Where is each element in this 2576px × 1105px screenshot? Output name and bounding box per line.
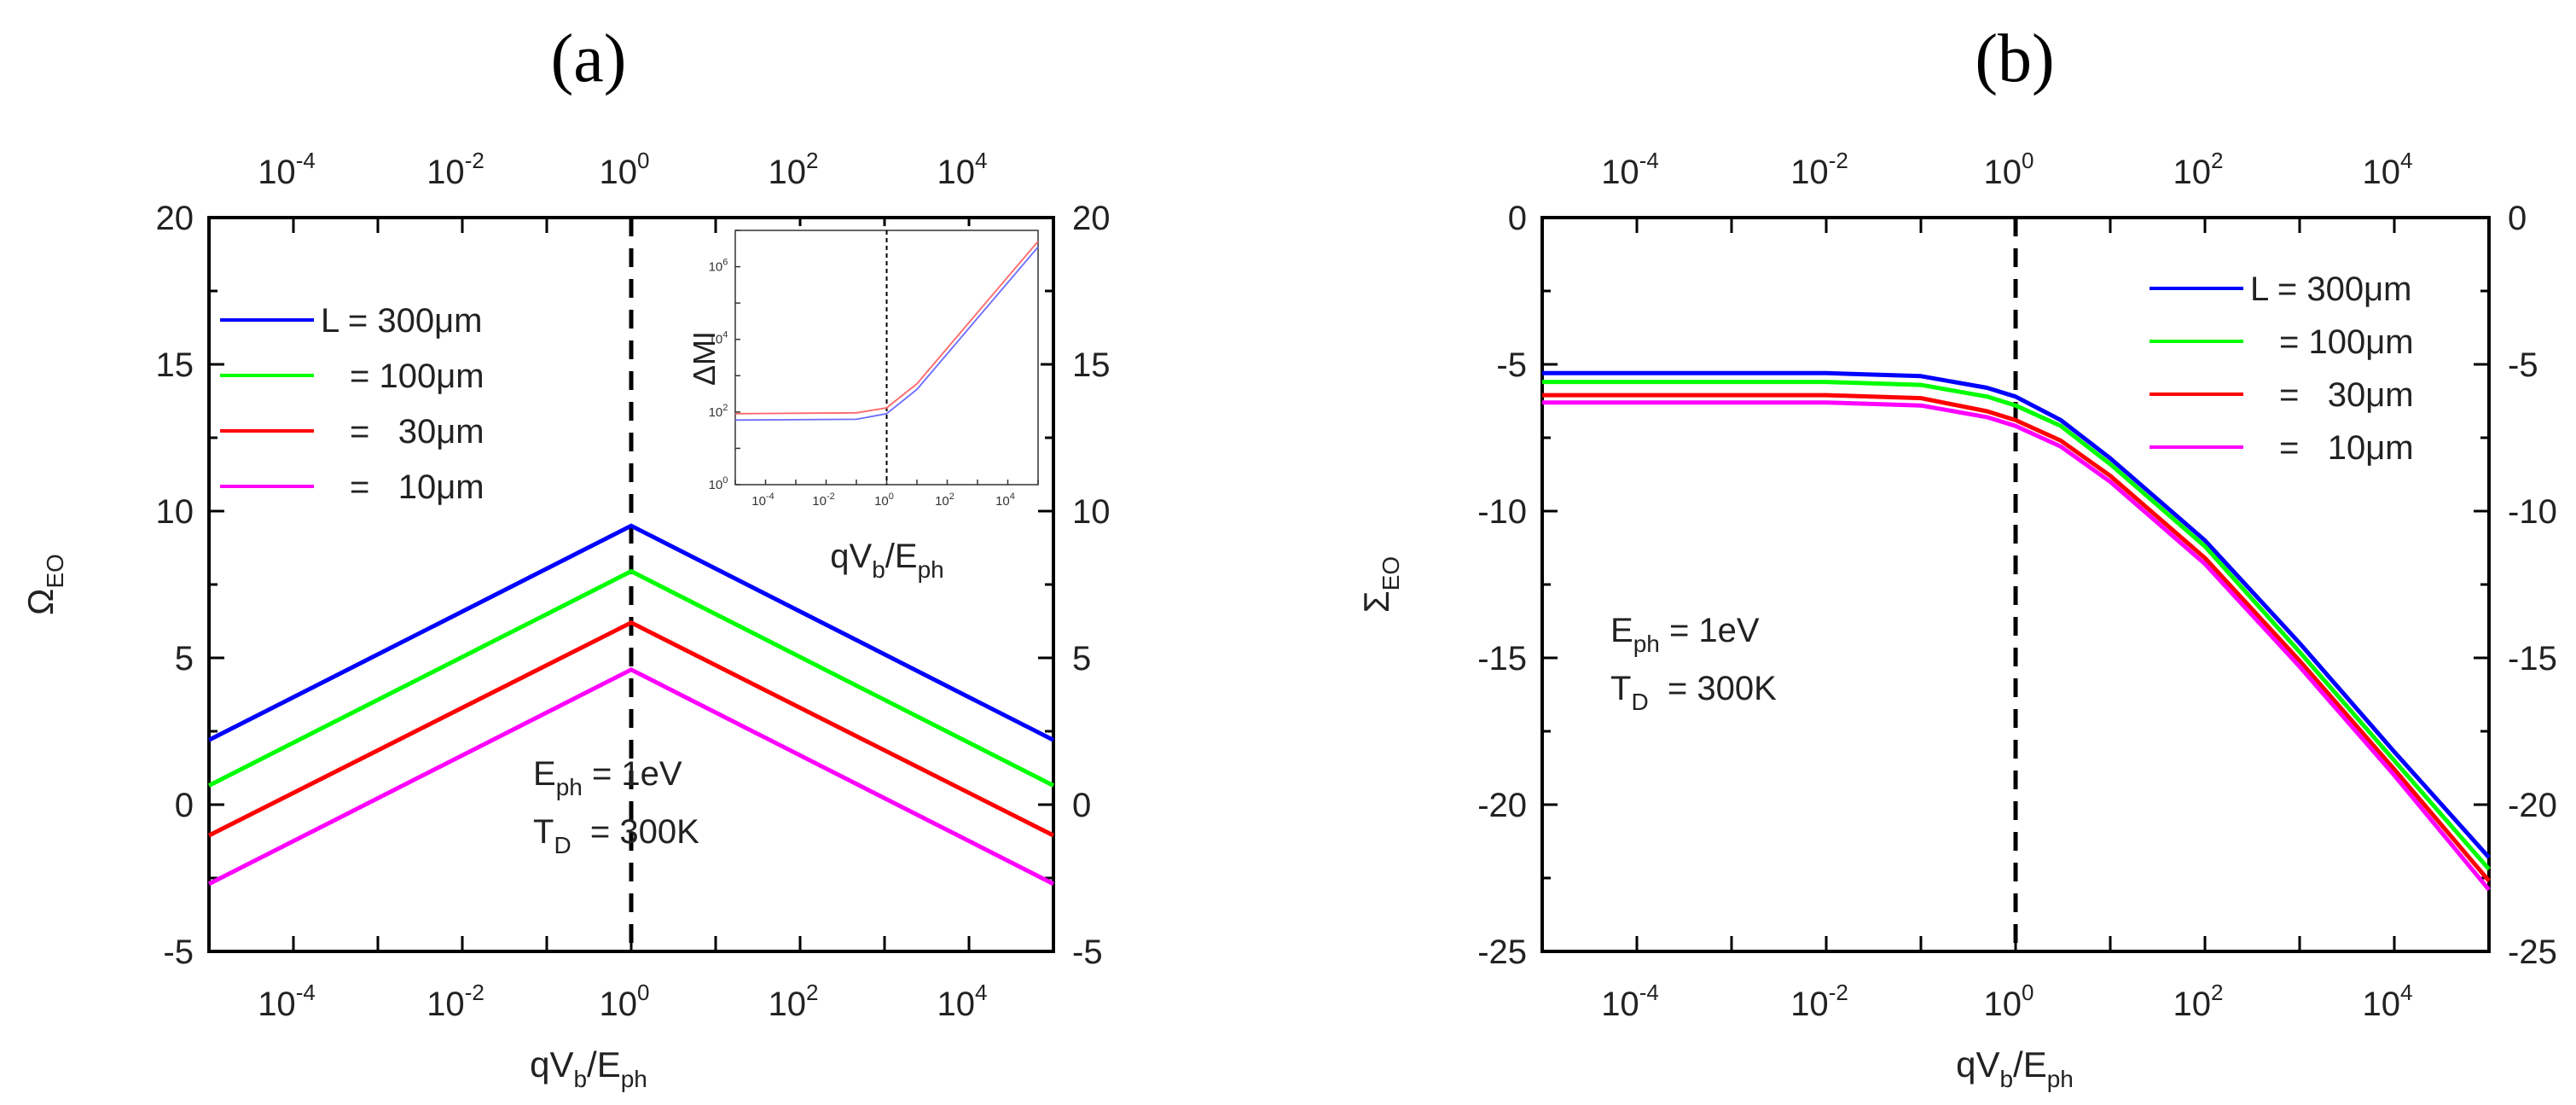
y-tick-label-right: 20 [1072, 200, 1111, 237]
x-tick-label-bottom: 104 [937, 980, 988, 1023]
x-tick-label-top: 102 [2173, 148, 2224, 191]
x-tick-label-bottom: 104 [2363, 980, 2413, 1023]
inset-y-tick-label: 106 [709, 258, 728, 275]
series-line-0 [1542, 370, 2491, 859]
inset-series-line-0 [734, 241, 1039, 415]
y-tick-label-right: 15 [1072, 346, 1111, 384]
x-tick-label-bottom: 102 [2173, 980, 2224, 1023]
inset-x-tick-label: 102 [935, 491, 954, 509]
panel-b-label: (b) [1975, 21, 2054, 96]
x-tick-label-top: 104 [2363, 148, 2413, 191]
legend-b-label-100: = 100μm [2279, 323, 2414, 361]
legend-a-label-300: L = 300μm [321, 302, 482, 340]
legend-b-label-30: = 30μm [2279, 376, 2414, 414]
panel-a-y-axis-label: ΩEO [20, 554, 68, 615]
series-line-2 [207, 620, 1055, 838]
series-line-3 [1542, 400, 2491, 892]
x-tick-label-bottom: 10-2 [426, 980, 484, 1023]
inset-x-tick-label: 10-4 [751, 491, 774, 509]
inset-background [729, 226, 1041, 482]
inset-x-tick-label: 10-2 [812, 491, 834, 509]
panel-a-legend: L = 300μm = 100μm = 30μm = 10μm [220, 302, 484, 506]
x-tick-label-top: 100 [1984, 148, 2034, 191]
y-tick-label-right: 0 [1072, 787, 1091, 824]
panel-a-inset: 10-4 10-2 100 102 104 100 102 104 106 ΔMI qVb/Ep… [687, 226, 1041, 583]
x-tick-label-top: 104 [937, 148, 988, 191]
panel-b-annotation-td: TD = 300K [1610, 670, 1777, 715]
inset-y-tick-label: 100 [709, 475, 728, 492]
panel-b: (b) 10-4 10-4 10-2 10-2 100 100 102 102 104 104 -2… [1356, 21, 2557, 1092]
legend-b-label-300: L = 300μm [2250, 270, 2411, 308]
y-tick-label-right: 5 [1072, 640, 1091, 678]
panel-b-ticks: 10-4 10-4 10-2 10-2 100 100 102 102 104 104 -25 -25… [1477, 148, 2557, 1023]
x-tick-label-top: 10-2 [426, 148, 484, 191]
inset-ticks: 10-4 10-2 100 102 104 100 102 104 106 [709, 230, 1039, 509]
x-tick-label-top: 100 [600, 148, 650, 191]
y-tick-label-right: -25 [2508, 933, 2557, 971]
inset-y-tick-label: 104 [709, 330, 728, 347]
panel-a-annotation-eph: Eph = 1eV [533, 755, 682, 800]
y-tick-label-left: -5 [163, 933, 194, 971]
panel-a-x-axis-label: qVb/Eph [530, 1044, 647, 1092]
inset-x-axis-label: qVb/Eph [830, 538, 943, 583]
y-tick-label-left: 0 [175, 787, 194, 824]
y-tick-label-right: 10 [1072, 493, 1111, 531]
y-tick-label-left: -25 [1477, 933, 1527, 971]
legend-a-label-100: = 100μm [350, 358, 484, 395]
inset-x-tick-label: 100 [874, 491, 894, 509]
x-tick-label-top: 10-4 [1601, 148, 1659, 191]
panel-a-label: (a) [551, 21, 627, 96]
y-tick-label-left: -10 [1477, 493, 1527, 531]
legend-a-label-10: = 10μm [350, 468, 484, 506]
y-tick-label-left: -15 [1477, 640, 1527, 678]
inset-y-axis-label: ΔMI [687, 331, 722, 386]
panel-b-y-axis-label: ΣEO [1356, 556, 1404, 613]
x-tick-label-bottom: 10-4 [1601, 980, 1659, 1023]
inset-series-line-1 [734, 246, 1039, 422]
y-tick-label-right: -20 [2508, 787, 2557, 824]
y-tick-label-right: -5 [2508, 346, 2538, 384]
x-tick-label-bottom: 10-2 [1790, 980, 1848, 1023]
panel-b-legend: L = 300μm = 100μm = 30μm = 10μm [2150, 270, 2414, 467]
inset-y-tick-label: 102 [709, 403, 728, 420]
y-tick-label-left: 0 [1508, 200, 1527, 237]
panel-b-series [1542, 370, 2491, 892]
x-tick-label-bottom: 100 [1984, 980, 2034, 1023]
y-tick-label-right: -15 [2508, 640, 2557, 678]
legend-a-label-30: = 30μm [350, 413, 484, 451]
series-line-1 [1542, 380, 2491, 871]
y-tick-label-right: -5 [1072, 933, 1103, 971]
legend-b-label-10: = 10μm [2279, 429, 2414, 467]
y-tick-label-left: -5 [1496, 346, 1527, 384]
series-line-2 [1542, 393, 2491, 883]
x-tick-label-top: 102 [769, 148, 819, 191]
panel-a: (a) 10-410-410-210-2100100102102104104-5… [20, 21, 1111, 1092]
x-tick-label-top: 10-2 [1790, 148, 1848, 191]
series-line-1 [207, 569, 1055, 788]
panel-a-series [207, 523, 1055, 887]
series-line-3 [207, 667, 1055, 887]
panel-a-annotation-td: TD = 300K [533, 813, 699, 858]
x-tick-label-bottom: 102 [769, 980, 819, 1023]
x-tick-label-bottom: 100 [600, 980, 650, 1023]
y-tick-label-left: -20 [1477, 787, 1527, 824]
inset-x-tick-label: 104 [995, 491, 1015, 509]
panel-b-x-axis-label: qVb/Eph [1956, 1044, 2074, 1092]
x-tick-label-top: 10-4 [258, 148, 316, 191]
y-tick-label-right: -10 [2508, 493, 2557, 531]
y-tick-label-left: 20 [156, 200, 194, 237]
x-tick-label-bottom: 10-4 [258, 980, 316, 1023]
panel-a-ticks: 10-4 10-4 10-2 10-2 100 100 102 102 104 104 -5 -5 0 0… [156, 148, 1111, 1023]
panel-b-annotation-eph: Eph = 1eV [1610, 612, 1760, 657]
series-line-0 [207, 523, 1055, 742]
inset-series [734, 241, 1039, 422]
y-tick-label-left: 10 [156, 493, 194, 531]
y-tick-label-left: 15 [156, 346, 194, 384]
y-tick-label-right: 0 [2508, 200, 2527, 237]
y-tick-label-left: 5 [175, 640, 194, 678]
